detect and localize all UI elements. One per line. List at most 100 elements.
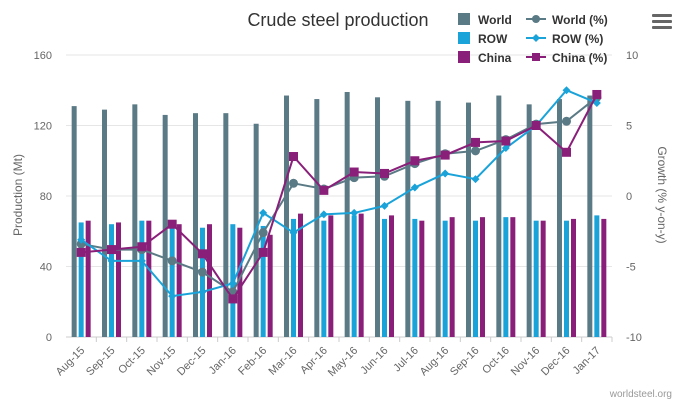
- bar-china-10[interactable]: [389, 215, 394, 337]
- bar-china-1[interactable]: [116, 222, 121, 337]
- point-china-7[interactable]: [289, 152, 298, 162]
- point-china-10[interactable]: [380, 168, 389, 178]
- point-row-3[interactable]: [168, 292, 177, 301]
- point-china-4[interactable]: [198, 249, 207, 259]
- bar-world-14[interactable]: [496, 95, 502, 337]
- point-row-6[interactable]: [259, 208, 268, 217]
- bar-row-10[interactable]: [382, 218, 387, 337]
- point-china-14[interactable]: [501, 136, 511, 146]
- bar-row-8[interactable]: [321, 220, 327, 337]
- bar-row-16[interactable]: [564, 220, 569, 337]
- bar-china-9[interactable]: [358, 213, 364, 337]
- bar-world-2[interactable]: [132, 104, 138, 337]
- bar-row-6[interactable]: [260, 225, 266, 337]
- point-row-4[interactable]: [198, 287, 207, 296]
- point-row-10[interactable]: [380, 201, 389, 210]
- legend-swatch-world[interactable]: [458, 13, 470, 25]
- point-row-0[interactable]: [77, 235, 86, 244]
- point-china-6[interactable]: [258, 247, 268, 257]
- bar-world-5[interactable]: [223, 113, 229, 337]
- bar-china-13[interactable]: [480, 217, 485, 337]
- point-china-13[interactable]: [471, 137, 480, 147]
- hamburger-menu-icon[interactable]: [652, 14, 672, 32]
- bar-world-12[interactable]: [435, 100, 441, 337]
- bar-china-8[interactable]: [328, 215, 334, 337]
- bar-row-15[interactable]: [533, 220, 539, 337]
- bar-row-9[interactable]: [351, 215, 357, 337]
- legend-swatch-china[interactable]: [458, 51, 470, 63]
- bar-china-3[interactable]: [176, 224, 182, 337]
- point-row-5[interactable]: [228, 279, 237, 288]
- point-row-2[interactable]: [137, 256, 146, 265]
- point-row-13[interactable]: [471, 175, 480, 184]
- bar-china-17[interactable]: [601, 218, 607, 337]
- bar-world-9[interactable]: [344, 92, 350, 337]
- point-china-11[interactable]: [410, 156, 420, 166]
- bar-china-15[interactable]: [540, 220, 546, 337]
- point-row-8[interactable]: [319, 210, 328, 219]
- bar-china-14[interactable]: [510, 217, 516, 337]
- legend-label-row[interactable]: ROW (%): [552, 32, 603, 46]
- point-world-6[interactable]: [258, 228, 268, 238]
- credit-link[interactable]: worldsteel.org: [609, 389, 672, 400]
- bar-world-0[interactable]: [71, 106, 77, 337]
- legend-marker-row[interactable]: [532, 34, 540, 42]
- legend-swatch-row[interactable]: [458, 32, 470, 44]
- bar-world-15[interactable]: [526, 104, 532, 337]
- bar-world-10[interactable]: [375, 97, 380, 337]
- point-world-16[interactable]: [562, 116, 571, 126]
- bar-row-11[interactable]: [412, 218, 418, 337]
- bar-world-16[interactable]: [557, 99, 562, 337]
- bar-world-3[interactable]: [162, 114, 168, 337]
- bar-row-0[interactable]: [78, 222, 84, 337]
- bar-row-13[interactable]: [473, 220, 478, 337]
- bar-row-2[interactable]: [139, 220, 145, 337]
- bar-world-1[interactable]: [102, 109, 107, 337]
- legend-label-china[interactable]: China (%): [552, 51, 607, 65]
- bar-row-1[interactable]: [109, 224, 114, 337]
- point-china-0[interactable]: [76, 247, 86, 257]
- line-world[interactable]: [80, 96, 598, 294]
- legend-label-world[interactable]: World (%): [552, 13, 608, 27]
- point-world-4[interactable]: [198, 267, 207, 277]
- bar-china-5[interactable]: [237, 227, 243, 337]
- point-china-9[interactable]: [349, 167, 359, 177]
- bar-china-7[interactable]: [298, 213, 303, 337]
- bar-china-2[interactable]: [146, 220, 152, 337]
- bar-china-0[interactable]: [85, 220, 91, 337]
- point-row-14[interactable]: [501, 144, 510, 153]
- point-world-13[interactable]: [471, 146, 480, 156]
- bar-world-7[interactable]: [284, 95, 289, 337]
- point-row-12[interactable]: [441, 169, 450, 178]
- point-row-17[interactable]: [592, 98, 601, 107]
- bar-china-12[interactable]: [449, 217, 455, 337]
- line-china[interactable]: [81, 94, 598, 301]
- legend-label-world[interactable]: World: [478, 13, 512, 27]
- point-china-5[interactable]: [228, 294, 238, 304]
- point-china-3[interactable]: [167, 219, 177, 229]
- bar-row-17[interactable]: [594, 215, 600, 337]
- bar-world-13[interactable]: [466, 102, 471, 338]
- bar-world-4[interactable]: [193, 113, 198, 337]
- point-row-7[interactable]: [289, 228, 298, 237]
- legend[interactable]: World ROW China World (%) ROW (%) China (%): [458, 13, 608, 65]
- bar-china-6[interactable]: [267, 234, 273, 337]
- bar-world-11[interactable]: [405, 100, 411, 337]
- point-world-7[interactable]: [289, 178, 298, 188]
- legend-label-row[interactable]: ROW: [478, 32, 508, 46]
- point-china-2[interactable]: [137, 242, 147, 252]
- point-china-16[interactable]: [562, 147, 571, 157]
- bar-row-12[interactable]: [442, 220, 448, 337]
- bar-world-17[interactable]: [587, 95, 593, 337]
- point-china-17[interactable]: [592, 89, 602, 99]
- legend-marker-china[interactable]: [532, 53, 540, 61]
- line-row[interactable]: [80, 89, 598, 298]
- bar-row-3[interactable]: [169, 227, 175, 337]
- point-row-9[interactable]: [350, 208, 359, 217]
- legend-marker-world[interactable]: [532, 15, 540, 23]
- bar-row-4[interactable]: [200, 227, 205, 337]
- legend-label-china[interactable]: China: [478, 51, 512, 65]
- point-china-15[interactable]: [531, 121, 541, 130]
- point-world-3[interactable]: [167, 256, 177, 266]
- bar-china-11[interactable]: [419, 220, 425, 337]
